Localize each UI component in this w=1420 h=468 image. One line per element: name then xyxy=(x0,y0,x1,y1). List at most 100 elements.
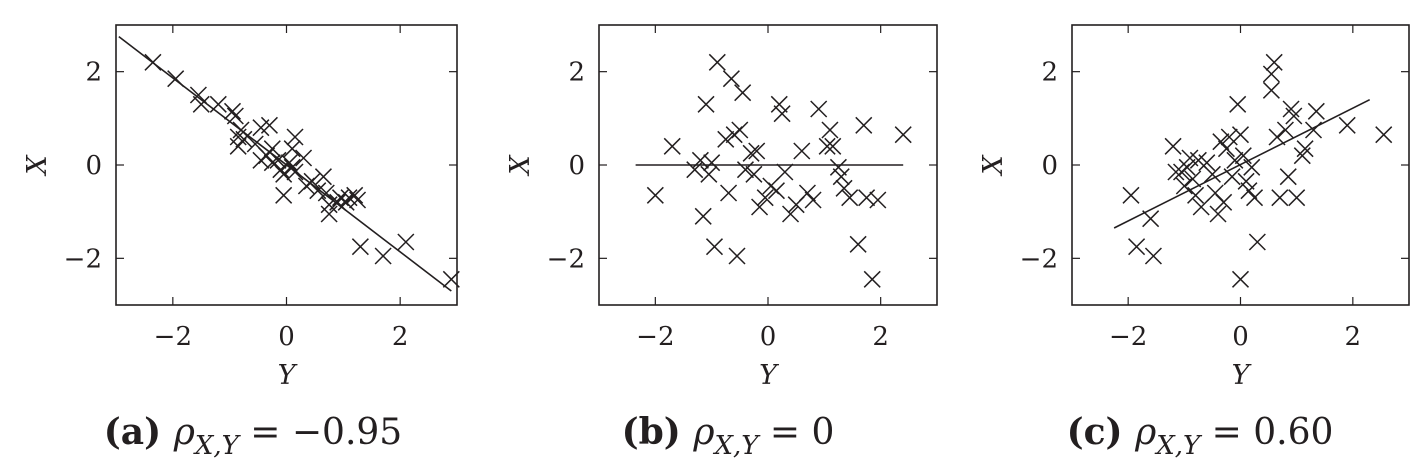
data-point xyxy=(275,165,293,183)
data-point xyxy=(705,238,724,256)
data-point xyxy=(742,144,760,162)
correlation-value: −0.95 xyxy=(292,412,402,453)
data-point xyxy=(1184,170,1202,188)
data-point xyxy=(275,186,293,204)
data-point xyxy=(793,142,811,160)
data-point xyxy=(1164,137,1182,155)
data-point xyxy=(1271,189,1289,207)
data-point xyxy=(272,161,290,179)
data-point xyxy=(720,184,738,202)
data-point xyxy=(1231,126,1250,144)
data-point xyxy=(283,140,301,158)
data-point xyxy=(1285,107,1303,125)
y-tick-label: 0 xyxy=(1041,151,1058,181)
data-point xyxy=(1167,163,1185,181)
data-point xyxy=(1234,147,1252,165)
data-point xyxy=(1248,233,1266,251)
data-point xyxy=(1243,158,1261,176)
equals-sign: = xyxy=(239,412,292,453)
equals-sign: = xyxy=(1200,412,1253,453)
data-point xyxy=(798,184,816,202)
data-point xyxy=(286,128,304,146)
y-tick-label: 2 xyxy=(85,58,102,88)
data-point xyxy=(829,158,847,176)
data-point xyxy=(1307,102,1325,120)
data-point xyxy=(260,116,278,134)
x-axis-label: Y xyxy=(759,360,779,391)
data-point xyxy=(767,182,785,200)
data-point xyxy=(773,105,791,123)
data-point xyxy=(869,191,887,209)
data-point xyxy=(167,70,185,88)
data-point xyxy=(1279,168,1297,186)
x-tick-label: 2 xyxy=(872,322,889,352)
data-point xyxy=(1203,165,1221,183)
data-point xyxy=(1142,210,1160,228)
data-point xyxy=(295,149,313,167)
x-tick-label: 2 xyxy=(1345,322,1362,352)
data-point xyxy=(351,238,369,256)
data-point xyxy=(818,137,836,155)
data-point xyxy=(821,121,839,139)
x-tick-label: 0 xyxy=(1232,322,1249,352)
data-point xyxy=(770,95,788,113)
data-point xyxy=(894,126,912,144)
regression-line xyxy=(118,36,452,292)
panel-label: (a) xyxy=(104,411,174,453)
correlation-value: 0 xyxy=(812,412,835,453)
data-point xyxy=(229,137,247,155)
data-point xyxy=(703,154,721,172)
y-axis-label: X xyxy=(505,154,536,177)
data-point xyxy=(1375,126,1393,144)
data-point xyxy=(745,165,763,183)
data-point xyxy=(1122,186,1140,204)
data-point xyxy=(1265,53,1283,71)
data-point xyxy=(232,121,250,139)
data-point xyxy=(1296,140,1314,158)
data-point xyxy=(269,151,287,169)
y-tick-label: −2 xyxy=(547,244,585,274)
data-point xyxy=(849,235,867,253)
data-point xyxy=(646,186,664,204)
data-point xyxy=(736,161,754,179)
data-point xyxy=(841,189,859,207)
data-point xyxy=(1192,198,1210,216)
x-tick-label: −2 xyxy=(154,322,192,352)
data-point xyxy=(286,163,304,181)
data-point xyxy=(835,179,853,197)
data-point xyxy=(397,233,415,251)
data-point xyxy=(782,205,800,223)
panel-caption: (b) ρX,Y = 0 xyxy=(622,411,835,461)
data-point xyxy=(863,270,881,288)
y-tick-label: 0 xyxy=(568,151,585,181)
data-point xyxy=(728,247,746,265)
data-point xyxy=(329,193,347,211)
data-point xyxy=(748,142,766,160)
equals-sign: = xyxy=(758,412,811,453)
data-point xyxy=(189,86,207,104)
data-point xyxy=(858,189,876,207)
x-axis-label: Y xyxy=(278,360,298,391)
data-point xyxy=(1262,81,1280,99)
data-point xyxy=(314,168,332,186)
rho-symbol: ρ xyxy=(1134,412,1156,453)
x-tick-label: 2 xyxy=(392,322,409,352)
data-point xyxy=(1215,193,1233,211)
x-tick-label: 0 xyxy=(760,322,777,352)
x-tick-label: 0 xyxy=(278,322,295,352)
data-point xyxy=(337,193,355,211)
data-point xyxy=(1246,189,1264,207)
data-point xyxy=(1338,116,1356,134)
y-tick-label: 2 xyxy=(568,58,585,88)
x-tick-label: −2 xyxy=(1109,322,1147,352)
data-point xyxy=(722,70,740,88)
data-point xyxy=(349,191,367,209)
data-point xyxy=(144,53,162,71)
y-tick-label: 0 xyxy=(85,151,102,181)
correlation-value: 0.60 xyxy=(1253,412,1333,453)
data-point xyxy=(700,165,718,183)
data-point xyxy=(756,189,774,207)
scatter-panel: −2 0 2 −2 0 2 Y X (a) ρX,Y = −0.95 xyxy=(22,24,460,461)
rho-symbol: ρ xyxy=(173,412,195,453)
